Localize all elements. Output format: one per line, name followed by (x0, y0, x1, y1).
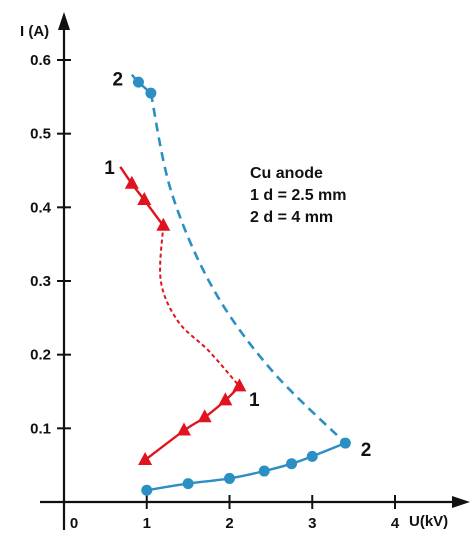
series-2-point (132, 76, 144, 88)
series-1-point (197, 409, 212, 423)
series-2-curve-label: 2 (361, 440, 372, 461)
series-1-point (137, 191, 152, 205)
series-2-point (224, 472, 235, 484)
series-1-point (124, 175, 139, 189)
series-2-point (145, 87, 157, 99)
series-1-dashed-connector (159, 225, 241, 387)
series-1-curve-label: 1 (104, 158, 115, 179)
series-2-lower-line (146, 441, 346, 492)
series-2-point (286, 458, 298, 470)
series-2-point (306, 450, 318, 462)
labels: 0 1 2 3 4 0.1 0.2 0.3 0.4 0.5 0.6 I (A) U(kV) 1 1 2 2 Cu … (20, 23, 448, 532)
curves (119, 73, 347, 492)
series-1-point (176, 422, 191, 436)
series-1-upper-line (119, 166, 165, 227)
y-tick-label: 0.1 (30, 420, 51, 437)
x-tick-label: 4 (391, 515, 400, 532)
series-2-point (182, 478, 194, 490)
series-1-curve-label: 1 (249, 390, 260, 411)
annotation-line: 2 d = 4 mm (250, 209, 333, 226)
series-2-point (339, 437, 351, 449)
annotation-line: Cu anode (250, 165, 323, 182)
axes (40, 12, 470, 530)
y-tick-label: 0.2 (30, 347, 51, 364)
series-2-point (141, 484, 153, 496)
series-2-point (258, 465, 270, 477)
annotation-line: 1 d = 2.5 mm (250, 187, 347, 204)
x-tick-label: 0 (70, 515, 78, 532)
series-2-curve-label: 2 (112, 69, 123, 90)
y-axis-arrow (58, 12, 70, 30)
y-tick-label: 0.4 (30, 199, 52, 216)
series-1-point (232, 378, 247, 392)
series-1-point (138, 452, 153, 466)
series-1-point (156, 217, 171, 231)
x-axis-label: U(kV) (409, 513, 448, 530)
x-tick-label: 2 (225, 515, 233, 532)
y-tick-label: 0.3 (30, 273, 51, 290)
series-2-dashed-connector (149, 92, 347, 444)
y-tick-label: 0.6 (30, 52, 51, 69)
markers (124, 76, 351, 496)
y-tick-label: 0.5 (30, 126, 51, 143)
x-axis-arrow (452, 496, 470, 508)
x-tick-label: 3 (308, 515, 316, 532)
series-1-point (218, 392, 233, 406)
x-tick-label: 1 (143, 515, 151, 532)
y-axis-label: I (A) (20, 23, 49, 40)
